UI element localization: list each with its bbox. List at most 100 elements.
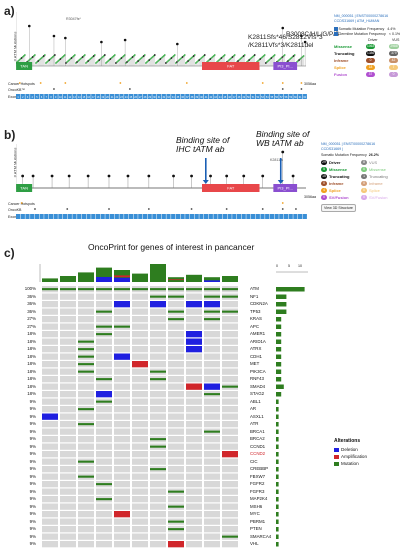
gene-label-kras: KRAS	[250, 316, 262, 321]
oncoprint-cell	[96, 413, 112, 420]
exon-number: 7	[46, 96, 48, 99]
mutation-mark	[114, 288, 130, 291]
oncoprint-cell	[222, 376, 238, 383]
top-bar-deletion	[96, 276, 112, 282]
legend-a-row-inframe[interactable]: Inframe 0 42	[334, 58, 398, 63]
oncoprint-cell	[42, 443, 58, 450]
exon-block	[232, 214, 237, 219]
exon-block	[95, 214, 101, 219]
oncoprint-cell	[42, 481, 58, 488]
panel-a-transcript-link[interactable]: NM_000051 | ENST00000278616 CCDS31669 | …	[334, 14, 389, 23]
oncoprint-cell	[96, 466, 112, 473]
oncoprint-cell	[150, 481, 166, 488]
legend-a-row-truncating[interactable]: Truncating 1386 379	[334, 51, 399, 56]
exon-block	[199, 94, 204, 99]
legend-b-row[interactable]: 5 Missense 0 Missense	[321, 167, 386, 172]
exon-block	[246, 214, 251, 219]
mutation-dot	[273, 54, 276, 56]
panel-b-freq[interactable]: Somatic Mutation Frequency 26.2%	[321, 153, 379, 157]
exon-block	[283, 214, 289, 219]
mutation-mark	[78, 370, 94, 373]
oncoprint-cell	[42, 391, 58, 398]
oncoprint-cell	[132, 503, 148, 510]
oncoprint-cell	[150, 413, 166, 420]
legend-b-row[interactable]: 0 SV/Fusion 0 SV/Fusion	[321, 195, 387, 200]
amplification-swatch	[334, 454, 339, 459]
oncoprint-cell	[42, 331, 58, 338]
oncoprint-cell	[150, 533, 166, 540]
mutation-mark	[78, 408, 94, 411]
legend-b-row[interactable]: 29 Driver 8 VUS	[321, 160, 377, 165]
exon-block	[58, 214, 63, 219]
gene-percent-cic: 9%	[29, 458, 36, 464]
mutation-mark	[150, 468, 166, 471]
exon-block	[269, 94, 274, 99]
exon-number: 43	[214, 96, 217, 99]
deletion-mark	[186, 346, 202, 353]
deletion-mark	[114, 301, 130, 308]
oncoprint-cell	[60, 496, 76, 503]
oncoprint-cell	[150, 316, 166, 323]
deletion-mark	[186, 331, 202, 338]
checkbox-checked-icon[interactable]	[334, 32, 338, 36]
checkbox-checked-icon[interactable]	[334, 27, 338, 31]
exon-number: 13	[73, 96, 76, 99]
oncoprint-cell	[78, 466, 94, 473]
mutation-mark	[150, 378, 166, 381]
oncoprint-cell	[168, 383, 184, 390]
exon-block	[16, 94, 21, 99]
exon-block	[53, 214, 58, 219]
oncoprint-cell	[204, 398, 220, 405]
gene-percent-cdkn2a: 36%	[27, 301, 36, 306]
oncoprint-cell	[78, 541, 94, 548]
oncoprint-cell	[96, 368, 112, 375]
panel-a-germline-checkbox[interactable]: Germline Mutation Frequency < 0.1%	[334, 32, 400, 36]
legend-a-row-missense[interactable]: Missense 1063 2988	[334, 44, 399, 49]
mutation-mark	[168, 295, 184, 298]
oncoprint-cell	[60, 308, 76, 315]
oncoprint-cell	[222, 331, 238, 338]
deletion-mark	[186, 301, 202, 308]
legend-a-row-splice[interactable]: Splice 18 7	[334, 65, 398, 70]
oncoprint-cell	[42, 323, 58, 330]
exon-number: 48	[238, 96, 241, 99]
oncoprint-cell	[96, 443, 112, 450]
exon-block	[260, 214, 265, 219]
panel-label-b: b)	[4, 128, 16, 142]
oncoprint-cell	[96, 428, 112, 435]
exon-block	[91, 214, 96, 219]
legend-b-row[interactable]: 15 Truncating 1 Truncating	[321, 174, 388, 179]
exon-block	[25, 214, 30, 219]
exon-block	[194, 94, 199, 99]
legend-a-vus-count: 0	[389, 72, 398, 77]
exon-block	[91, 94, 96, 99]
gene-label-pik3ca: PIK3CA	[250, 368, 266, 374]
exon-number: 60	[294, 96, 297, 99]
panel-a-somatic-checkbox[interactable]: Somatic Mutation Frequency 4.4%	[334, 27, 395, 31]
legend-a-label: Inframe	[334, 58, 349, 63]
exon-block	[283, 94, 289, 99]
oncokb-marker	[281, 208, 284, 210]
legend-a-row-fusion[interactable]: Fusion 37 0	[334, 72, 398, 77]
oncoprint-cell	[132, 413, 148, 420]
oncoprint-cell	[114, 533, 130, 540]
oncoprint-cell	[168, 398, 184, 405]
legend-b-right-count: 8	[361, 160, 367, 165]
exon-block	[288, 94, 293, 99]
oncoprint-cell	[186, 541, 202, 548]
mutation-dot	[172, 174, 175, 178]
gene-frequency-bar	[276, 467, 279, 472]
panel-b-protein-end: 3056aa	[304, 195, 316, 199]
exon-number: 29	[148, 96, 151, 99]
oncoprint-cell	[60, 421, 76, 428]
mutation-dot	[293, 54, 296, 56]
legend-b-row[interactable]: 4 Splice 0 Splice	[321, 188, 380, 193]
mutation-mark	[222, 288, 238, 291]
panel-b-transcript-link[interactable]: NM_000051 | ENST00000278616 CCDS31669 |	[321, 142, 376, 151]
exon-block	[39, 94, 44, 99]
oncoprint-cell	[96, 361, 112, 368]
view-3d-structure-button[interactable]: View 3D Structure	[321, 204, 356, 212]
legend-b-row[interactable]: 0 Inframe 0 Inframe	[321, 181, 383, 186]
exon-number: 42	[209, 96, 212, 99]
legend-a-driver-count: 1063	[366, 44, 376, 49]
